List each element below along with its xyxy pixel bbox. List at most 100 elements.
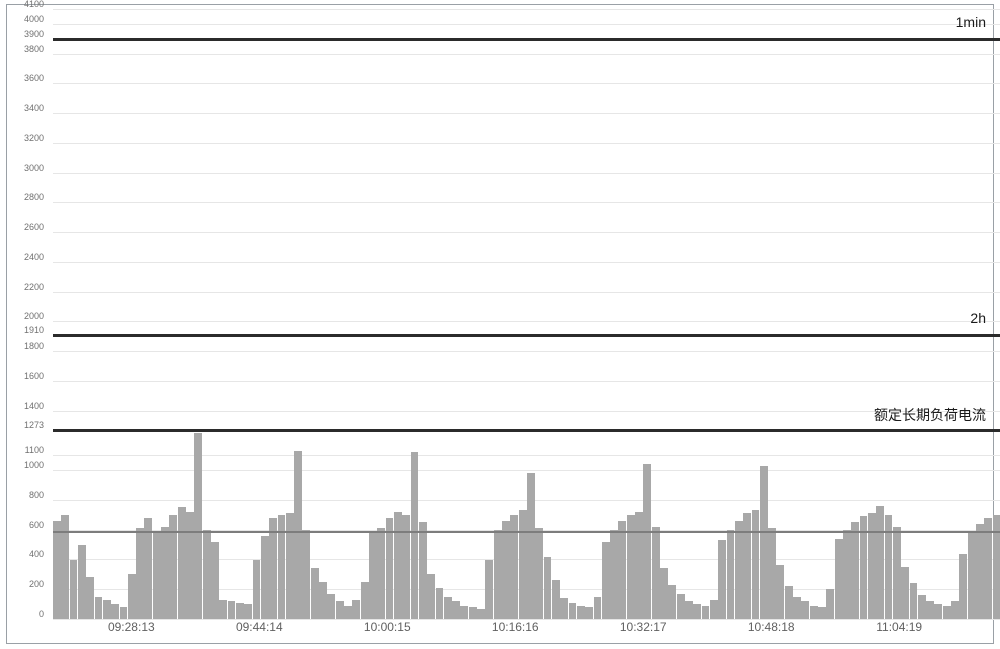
y-tick-label: 2800 <box>4 192 44 202</box>
data-bar <box>594 597 602 619</box>
y-tick-label: 3600 <box>4 73 44 83</box>
data-bar <box>311 568 319 619</box>
data-bar <box>352 600 360 619</box>
y-tick-label: 1600 <box>4 371 44 381</box>
data-bar <box>253 560 261 620</box>
gridline <box>53 351 1000 352</box>
data-bar <box>477 609 485 619</box>
data-bar <box>776 565 784 619</box>
data-bar <box>228 601 236 619</box>
data-bar <box>444 597 452 619</box>
data-bar <box>369 533 377 619</box>
threshold-label: 1min <box>956 14 986 30</box>
data-bar <box>460 606 468 619</box>
data-bar <box>377 528 385 619</box>
data-bar <box>161 527 169 619</box>
data-bar <box>727 530 735 619</box>
data-bar <box>943 606 951 619</box>
y-tick-label: 200 <box>4 579 44 589</box>
data-bar <box>111 604 119 619</box>
data-bar <box>519 510 527 619</box>
data-bar <box>959 554 967 619</box>
y-tick-label: 2400 <box>4 252 44 262</box>
data-bar <box>261 536 269 619</box>
threshold-line <box>53 429 1000 432</box>
y-tick-label: 1800 <box>4 341 44 351</box>
gridline <box>53 24 1000 25</box>
y-tick-label: 3200 <box>4 133 44 143</box>
data-bar <box>569 603 577 619</box>
data-bar <box>560 598 568 619</box>
data-bar <box>327 594 335 619</box>
data-bar <box>718 540 726 619</box>
data-bar <box>136 528 144 619</box>
data-bar <box>893 527 901 619</box>
x-tick-label: 09:44:14 <box>219 620 299 634</box>
y-tick-label: 4100 <box>4 0 44 9</box>
data-bar <box>901 567 909 619</box>
x-tick-label: 11:04:19 <box>859 620 939 634</box>
plot-area <box>53 9 1000 619</box>
data-bar <box>86 577 94 619</box>
data-bar <box>735 521 743 619</box>
data-bar <box>469 607 477 619</box>
data-bar <box>685 601 693 619</box>
data-bar <box>294 451 302 619</box>
y-tick-label: 2200 <box>4 282 44 292</box>
y-tick-label: 3900 <box>4 29 44 39</box>
gridline <box>53 232 1000 233</box>
threshold-label: 额定长期负荷电流 <box>874 405 986 425</box>
data-bar <box>793 597 801 619</box>
data-bar <box>552 580 560 619</box>
y-tick-label: 1400 <box>4 401 44 411</box>
x-tick-label: 10:48:18 <box>731 620 811 634</box>
data-bar <box>219 600 227 619</box>
data-bar <box>70 560 78 620</box>
data-bar <box>128 574 136 619</box>
y-tick-label: 400 <box>4 549 44 559</box>
threshold-label: 2h <box>970 310 986 326</box>
data-bar <box>968 533 976 619</box>
data-bar <box>344 606 352 619</box>
data-bar <box>785 586 793 619</box>
gridline <box>53 411 1000 412</box>
data-bar <box>186 512 194 619</box>
gridline <box>53 9 1000 10</box>
y-tick-label: 2000 <box>4 311 44 321</box>
data-bar <box>394 512 402 619</box>
y-tick-label: 1000 <box>4 460 44 470</box>
data-bar <box>78 545 86 619</box>
data-bar <box>527 473 535 619</box>
data-bar <box>760 466 768 619</box>
data-bar <box>951 601 959 619</box>
data-bar <box>411 452 419 619</box>
x-tick-label: 10:00:15 <box>347 620 427 634</box>
data-bar <box>826 589 834 619</box>
y-tick-label: 4000 <box>4 14 44 24</box>
data-bar <box>585 607 593 619</box>
data-bar <box>577 606 585 619</box>
data-bar <box>910 583 918 619</box>
moving-average-line <box>53 531 1000 533</box>
data-bar <box>494 530 502 619</box>
data-bar <box>710 600 718 619</box>
gridline <box>53 113 1000 114</box>
data-bar <box>535 528 543 619</box>
data-bar <box>610 530 618 619</box>
data-bar <box>801 601 809 619</box>
data-bar <box>53 521 61 619</box>
data-bar <box>876 506 884 619</box>
gridline <box>53 143 1000 144</box>
gridline <box>53 262 1000 263</box>
data-bar <box>203 530 211 619</box>
data-bar <box>660 568 668 619</box>
gridline <box>53 292 1000 293</box>
data-bar <box>153 531 161 619</box>
data-bar <box>286 513 294 619</box>
data-bar <box>643 464 651 619</box>
data-bar <box>677 594 685 619</box>
data-bar <box>544 557 552 619</box>
data-bar <box>236 603 244 619</box>
data-bar <box>419 522 427 619</box>
data-bar <box>743 513 751 619</box>
